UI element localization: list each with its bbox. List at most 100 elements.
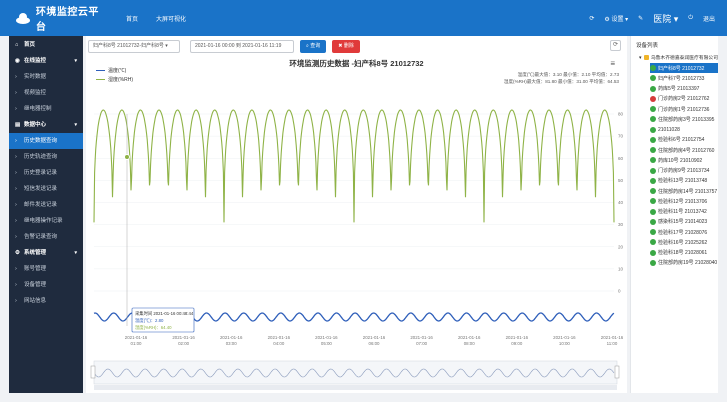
sidebar-item-video[interactable]: › 视频监控 bbox=[15, 90, 47, 96]
navigator-scrollbar bbox=[94, 385, 617, 390]
logout-link[interactable]: 退出 bbox=[702, 16, 715, 23]
sidebar-home[interactable]: ⌂ 首页 bbox=[9, 37, 83, 53]
user-menu[interactable]: 医院 ▾ bbox=[653, 13, 679, 24]
device-item[interactable]: 检验科17号 21028076 bbox=[650, 227, 718, 237]
refresh-icon[interactable]: ⟳ bbox=[589, 15, 595, 22]
x-tick-label: 08:00 bbox=[464, 341, 476, 346]
sidebar-item-alarm[interactable]: › 告警记录查询 bbox=[15, 234, 58, 240]
power-icon[interactable]: ⏻ bbox=[688, 14, 693, 21]
device-item[interactable]: 检验科11号 21013742 bbox=[650, 207, 718, 217]
x-tick-label: 2021-01-16 bbox=[458, 335, 481, 340]
sidebar-group-system[interactable]: ⚙ 系统管理 ▾ bbox=[9, 245, 83, 261]
date-range-input[interactable]: 2021-01-16 00:00 到 2021-01-16 11:19 bbox=[190, 39, 294, 53]
sidebar-group-data[interactable]: ▤ 数据中心 ▾ bbox=[9, 117, 83, 133]
x-tick-label: 01:00 bbox=[131, 341, 143, 346]
legend-humidity[interactable]: 湿度(%RH) bbox=[96, 75, 133, 84]
sidebar-item-relay-log[interactable]: › 继电器操作记录 bbox=[15, 218, 63, 224]
device-label: 住院部药房4号 21012760 bbox=[658, 147, 715, 154]
device-item[interactable]: 妇产科8号 21012732 bbox=[650, 63, 718, 74]
legend-temperature[interactable]: 温度(℃) bbox=[96, 66, 133, 75]
device-panel-title: 设备列表 bbox=[636, 43, 659, 49]
y-tick-label: 10 bbox=[618, 266, 624, 271]
range-navigator bbox=[90, 360, 620, 390]
navigator-series-line bbox=[93, 368, 615, 378]
x-tick-label: 2021-01-16 bbox=[315, 335, 338, 340]
status-dot-icon bbox=[650, 239, 656, 246]
sidebar-item-track[interactable]: › 历史轨迹查询 bbox=[15, 154, 58, 160]
status-dot-icon bbox=[650, 116, 656, 123]
status-dot-icon bbox=[650, 259, 656, 266]
device-item[interactable]: 检验科16号 21025262 bbox=[650, 237, 718, 247]
chart-menu-icon[interactable]: ≡ bbox=[610, 59, 615, 68]
status-dot-icon bbox=[650, 218, 656, 225]
tooltip-temp: 温度(℃)：2.80 bbox=[135, 317, 164, 324]
nav-dashboard[interactable]: 大屏可视化 bbox=[156, 16, 187, 23]
x-tick-label: 2021-01-16 bbox=[506, 335, 529, 340]
device-item[interactable]: 门诊药房2号 21012762 bbox=[650, 94, 718, 104]
device-item[interactable]: 检验科13号 21013748 bbox=[650, 176, 718, 186]
status-dot-icon bbox=[650, 65, 656, 72]
device-list: 妇产科8号 21012732 妇产科7号 21012733 药库5号 2101339… bbox=[650, 63, 718, 268]
x-tick-label: 05:00 bbox=[321, 341, 333, 346]
sidebar-item-account[interactable]: › 账号管理 bbox=[15, 266, 47, 272]
delete-button[interactable]: ✖ 删除 bbox=[332, 39, 360, 53]
sidebar-item-relay[interactable]: › 继电器控制 bbox=[15, 106, 52, 112]
status-dot-icon bbox=[650, 208, 656, 215]
device-label: 住院部药房19号 21028040 bbox=[658, 260, 718, 267]
device-label: 住院部药房3号 21013395 bbox=[658, 116, 715, 123]
refresh-chart-icon[interactable]: ⟳ bbox=[610, 40, 621, 51]
query-toolbar: 妇产科8号 21012732-妇产科8号 ▾ 2021-01-16 00:00 … bbox=[88, 39, 360, 53]
device-item[interactable]: 21011028 bbox=[650, 125, 718, 135]
device-label: 药库10号 21010902 bbox=[658, 157, 703, 164]
device-item[interactable]: 感染科15号 21014023 bbox=[650, 217, 718, 227]
device-select[interactable]: 妇产科8号 21012732-妇产科8号 ▾ bbox=[88, 39, 180, 53]
device-item[interactable]: 妇产科7号 21012733 bbox=[650, 73, 718, 83]
x-tick-label: 2021-01-16 bbox=[553, 335, 576, 340]
x-tick-label: 2021-01-16 bbox=[268, 335, 291, 340]
device-item[interactable]: 住院部药房14号 21013757 bbox=[650, 186, 718, 196]
device-item[interactable]: 药库10号 21010902 bbox=[650, 155, 718, 165]
sidebar-item-site[interactable]: › 网站信息 bbox=[15, 298, 47, 304]
device-label: 妇产科8号 21012732 bbox=[658, 65, 705, 72]
gear-icon: ⚙ bbox=[15, 250, 20, 256]
pin-icon[interactable]: ✎ bbox=[638, 15, 644, 22]
sidebar: ⌂ 首页 ◉ 在线监控 ▾ › 实时数据 › 视频监控 › 继电器控制 ▤ 数据中心 ▾ › 历史… bbox=[9, 36, 83, 393]
device-panel: 设备列表 ▾ 乌鲁木齐德嘉泰润医疗有限公司 妇产科8号 21012732 妇产科7号… bbox=[630, 36, 718, 393]
sidebar-item-email[interactable]: › 邮件发送记录 bbox=[15, 202, 58, 208]
nav-home[interactable]: 首页 bbox=[126, 16, 139, 23]
settings-menu[interactable]: ⚙ 设置 ▾ bbox=[604, 16, 629, 23]
query-button[interactable]: ⌕ 查询 bbox=[300, 39, 327, 53]
x-tick-label: 2021-01-16 bbox=[125, 335, 148, 340]
y-tick-label: 30 bbox=[618, 222, 624, 227]
status-dot-icon bbox=[650, 147, 656, 154]
device-item[interactable]: 门诊药房9号 21013734 bbox=[650, 166, 718, 176]
y-axis-ticks: 80 70 60 50 40 30 20 10 0 bbox=[618, 112, 624, 294]
device-item[interactable]: 检验科6号 21012754 bbox=[650, 135, 718, 145]
header-actions: ⟳ ⚙ 设置 ▾ ✎ 医院 ▾ ⏻ 退出 bbox=[589, 0, 715, 36]
logo: 环境监控云平台 bbox=[14, 3, 109, 33]
device-item[interactable]: 药库5号 21013397 bbox=[650, 84, 718, 94]
chart-stats: 温度(℃)最大值：3.10 最小值：2.10 平均值：2.73 湿度(%RH)最… bbox=[503, 72, 619, 84]
chart-legend: 温度(℃) 湿度(%RH) bbox=[96, 66, 133, 84]
device-item[interactable]: 检验科18号 21028061 bbox=[650, 248, 718, 258]
device-item[interactable]: 住院部药房3号 21013395 bbox=[650, 114, 718, 124]
sidebar-item-device[interactable]: › 设备管理 bbox=[15, 282, 47, 288]
device-item[interactable]: 检验科12号 21013706 bbox=[650, 196, 718, 206]
database-icon: ▤ bbox=[15, 122, 21, 128]
device-item[interactable]: 住院部药房19号 21028040 bbox=[650, 258, 718, 268]
device-item[interactable]: 门诊药房1号 21012736 bbox=[650, 104, 718, 114]
device-item[interactable]: 住院部药房4号 21012760 bbox=[650, 145, 718, 155]
sidebar-item-sms[interactable]: › 短信发送记录 bbox=[15, 186, 58, 192]
top-nav: 首页 大屏可视化 bbox=[117, 14, 195, 23]
x-tick-label: 11:00 bbox=[607, 341, 618, 346]
sidebar-item-realtime[interactable]: › 实时数据 bbox=[15, 74, 47, 80]
sidebar-item-login[interactable]: › 历史登录记录 bbox=[15, 170, 58, 176]
sidebar-group-monitor[interactable]: ◉ 在线监控 ▾ bbox=[9, 53, 83, 69]
sidebar-item-history[interactable]: › 历史数据查询 bbox=[9, 133, 83, 149]
chart-title: 环境监测历史数据 -妇产科8号 21012732 bbox=[289, 59, 424, 68]
chart-grid bbox=[94, 113, 614, 292]
y-tick-label: 80 bbox=[618, 112, 624, 117]
status-dot-icon bbox=[650, 126, 656, 133]
tree-root[interactable]: ▾ 乌鲁木齐德嘉泰润医疗有限公司 bbox=[639, 54, 718, 62]
